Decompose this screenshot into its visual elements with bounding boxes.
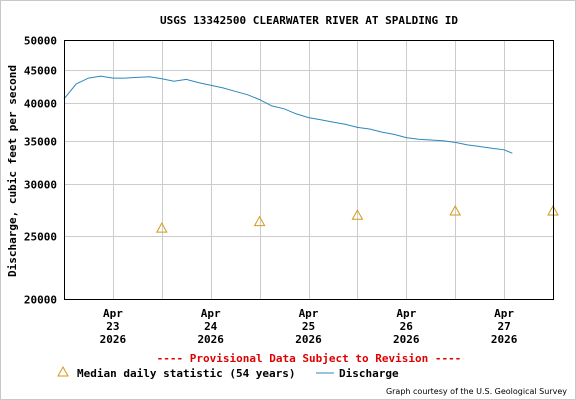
median-marker — [449, 205, 462, 216]
credit-text: Graph courtesy of the U.S. Geological Su… — [386, 387, 567, 396]
chart-title: USGS 13342500 CLEARWATER RIVER AT SPALDI… — [160, 14, 458, 27]
x-tick-label: 2026 — [295, 333, 322, 346]
x-tick-label: 24 — [204, 320, 218, 333]
y-tick-label: 45000 — [24, 65, 57, 78]
x-tick-label: 27 — [497, 320, 510, 333]
grid-layer — [64, 40, 553, 300]
median-marker — [351, 209, 364, 220]
plot-frame — [64, 40, 554, 300]
x-tick-label: 2026 — [197, 333, 224, 346]
y-tick-label: 40000 — [24, 98, 57, 111]
y-tick-label: 50000 — [24, 35, 57, 48]
x-tick-label: Apr — [201, 307, 221, 320]
legend-discharge-label: Discharge — [339, 367, 399, 380]
x-tick-label: Apr — [299, 307, 319, 320]
x-tick-label: 2026 — [393, 333, 420, 346]
x-tick-label: Apr — [396, 307, 416, 320]
discharge-line — [63, 75, 513, 154]
y-axis-label: Discharge, cubic feet per second — [6, 65, 19, 277]
provisional-note: ---- Provisional Data Subject to Revisio… — [157, 352, 462, 365]
median-marker — [155, 222, 168, 233]
y-tick-label: 35000 — [24, 136, 57, 149]
x-tick-label: Apr — [494, 307, 514, 320]
median-marker — [253, 215, 266, 227]
x-tick-labels: Apr232026Apr242026Apr252026Apr262026Apr2… — [100, 307, 518, 346]
legend-median-marker — [57, 365, 69, 377]
legend: Median daily statistic (54 years) Discha… — [57, 365, 399, 380]
x-tick-label: 25 — [302, 320, 315, 333]
y-tick-label: 20000 — [24, 294, 57, 307]
x-tick-label: Apr — [103, 307, 123, 320]
y-tick-label: 25000 — [24, 231, 57, 244]
x-tick-label: 23 — [106, 320, 119, 333]
y-tick-labels: 20000 25000 30000 35000 40000 45000 50000 — [24, 35, 57, 307]
x-tick-label: 2026 — [100, 333, 127, 346]
x-tick-label: 26 — [400, 320, 414, 333]
y-tick-label: 30000 — [24, 179, 57, 192]
x-tick-label: 2026 — [491, 333, 518, 346]
legend-median-label: Median daily statistic (54 years) — [77, 367, 296, 380]
